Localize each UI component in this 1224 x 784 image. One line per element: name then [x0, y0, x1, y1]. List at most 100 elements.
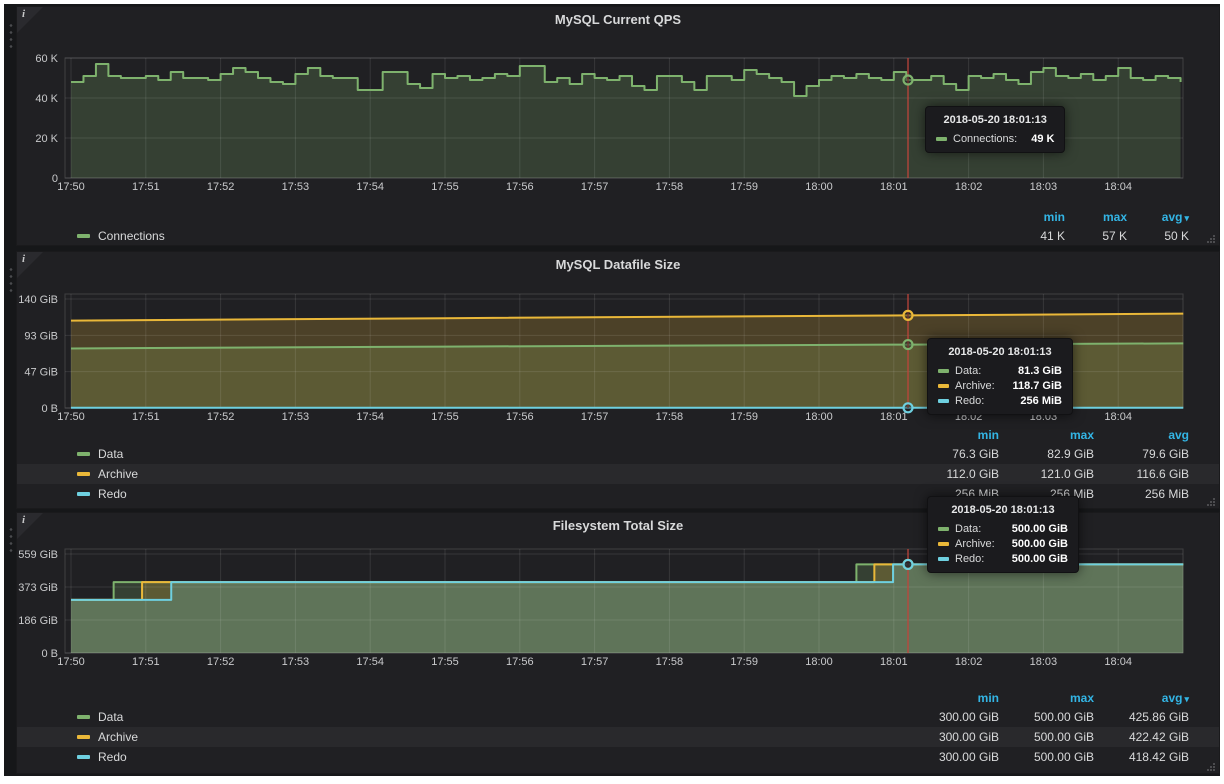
svg-text:20 K: 20 K	[35, 133, 58, 145]
stat-header-avg[interactable]: avg ▾	[1161, 210, 1189, 224]
svg-text:17:57: 17:57	[581, 181, 609, 193]
chart-area[interactable]: 0 20 K 40 K 60 K 17:50 17:51 17:52 17:53 17:54 17…	[17, 7, 1219, 198]
legend-series-toggle[interactable]: Connections	[77, 229, 165, 243]
svg-text:17:51: 17:51	[132, 181, 160, 193]
svg-text:47 GiB: 47 GiB	[24, 367, 58, 379]
legend-series-toggle[interactable]: Redo	[77, 487, 127, 501]
svg-text:17:54: 17:54	[356, 411, 384, 423]
panel-info-corner[interactable]: i	[17, 513, 43, 539]
legend-stats-header: min max avg ▾	[17, 689, 1219, 707]
stat-header-avg[interactable]: avg ▾	[1161, 691, 1189, 705]
series-color-dash	[938, 399, 949, 403]
stat-min: 41 K	[1040, 229, 1065, 243]
svg-text:17:50: 17:50	[57, 181, 85, 193]
stat-min: 300.00 GiB	[938, 710, 999, 724]
stat-max: 500.00 GiB	[1033, 710, 1094, 724]
svg-text:140 GiB: 140 GiB	[18, 294, 58, 306]
svg-text:17:59: 17:59	[730, 411, 758, 423]
svg-text:17:54: 17:54	[356, 181, 384, 193]
sort-caret-icon: ▾	[1184, 213, 1189, 223]
stat-min: 112.0 GiB	[946, 467, 999, 481]
panel-resize-handle[interactable]	[1204, 231, 1216, 243]
legend-series-toggle[interactable]: Redo	[77, 750, 127, 764]
stat-max: 121.0 GiB	[1040, 467, 1094, 481]
svg-text:18:01: 18:01	[880, 656, 908, 668]
panel-resize-handle[interactable]	[1204, 759, 1216, 771]
legend-series-toggle[interactable]: Archive	[77, 730, 138, 744]
svg-text:17:56: 17:56	[506, 181, 534, 193]
svg-text:18:00: 18:00	[805, 411, 833, 423]
svg-text:17:52: 17:52	[207, 411, 235, 423]
stat-header-avg[interactable]: avg	[1168, 428, 1189, 442]
panel-drag-handle[interactable]	[9, 266, 13, 292]
series-color-dash	[77, 492, 90, 496]
stat-avg: 116.6 GiB	[1136, 467, 1189, 481]
panel-drag-handle[interactable]	[9, 22, 13, 48]
panel-title-text[interactable]: Filesystem Total Size	[552, 518, 684, 533]
svg-text:17:50: 17:50	[57, 411, 85, 423]
legend-series-toggle[interactable]: Data	[77, 447, 123, 461]
stat-min: 76.3 GiB	[952, 447, 999, 461]
panel-mysql-datafile-size: i MySQL Datafile Size 0 B 47 GiB 93 GiB 140…	[16, 251, 1220, 509]
series-color-dash	[938, 542, 949, 546]
stat-header-max[interactable]: max	[1102, 210, 1127, 224]
stat-avg: 425.86 GiB	[1128, 710, 1189, 724]
svg-text:17:51: 17:51	[132, 411, 160, 423]
svg-text:17:59: 17:59	[730, 656, 758, 668]
legend: min max avg Data 76.3 GiB 82.9 GiB 79.6 …	[17, 426, 1219, 504]
series-color-dash	[938, 369, 949, 373]
svg-text:17:55: 17:55	[431, 411, 459, 423]
panel-drag-handle[interactable]	[9, 526, 13, 552]
stat-avg: 422.42 GiB	[1128, 730, 1189, 744]
tooltip-row: Connections: 49 K	[936, 133, 1054, 145]
legend-row-archive: Archive 300.00 GiB 500.00 GiB 422.42 GiB	[17, 727, 1219, 747]
panel-mysql-current-qps: i MySQL Current QPS 0 20 K 40 K 60 K 17:50 17…	[16, 6, 1220, 246]
svg-text:17:54: 17:54	[356, 656, 384, 668]
graph-tooltip: 2018-05-20 18:01:13 Connections: 49 K	[925, 106, 1066, 153]
legend-series-toggle[interactable]: Data	[77, 710, 123, 724]
chart-area[interactable]: 0 B 186 GiB 373 GiB 559 GiB 17:50 17:51 17:52 1…	[17, 513, 1219, 673]
series-color-dash	[77, 715, 90, 719]
stat-min: 300.00 GiB	[938, 750, 999, 764]
stat-min: 300.00 GiB	[938, 730, 999, 744]
series-color-dash	[77, 755, 90, 759]
tooltip-timestamp: 2018-05-20 18:01:13	[951, 504, 1055, 516]
stat-header-min[interactable]: min	[977, 691, 999, 705]
panel-title: MySQL Current QPS	[17, 12, 1219, 27]
info-icon: i	[22, 514, 26, 526]
stat-header-max[interactable]: max	[1069, 428, 1094, 442]
svg-text:18:04: 18:04	[1104, 181, 1132, 193]
stat-header-max[interactable]: max	[1069, 691, 1094, 705]
tooltip-row: Redo: 500.00 GiB	[938, 553, 1068, 565]
graph-tooltip: 2018-05-20 18:01:13 Data: 500.00 GiB Arc…	[927, 496, 1079, 573]
stat-header-min[interactable]: min	[1043, 210, 1065, 224]
svg-text:0 B: 0 B	[41, 648, 58, 660]
svg-text:18:04: 18:04	[1104, 411, 1132, 423]
svg-text:17:53: 17:53	[282, 411, 310, 423]
panel-title-text[interactable]: MySQL Current QPS	[554, 12, 682, 27]
stat-max: 500.00 GiB	[1033, 750, 1094, 764]
tooltip-row: Archive: 118.7 GiB	[938, 380, 1062, 392]
svg-text:17:56: 17:56	[506, 656, 534, 668]
series-color-dash	[77, 234, 90, 238]
svg-text:373 GiB: 373 GiB	[18, 582, 58, 594]
series-color-dash	[77, 472, 90, 476]
svg-text:0: 0	[52, 173, 58, 185]
svg-text:18:03: 18:03	[1030, 656, 1058, 668]
svg-text:18:00: 18:00	[805, 181, 833, 193]
panel-title-text[interactable]: MySQL Datafile Size	[555, 257, 681, 272]
panel-info-corner[interactable]: i	[17, 7, 43, 33]
legend-series-toggle[interactable]: Archive	[77, 467, 138, 481]
stat-avg: 256 MiB	[1144, 487, 1189, 501]
svg-text:18:02: 18:02	[955, 181, 983, 193]
panel-title: MySQL Datafile Size	[17, 257, 1219, 272]
svg-text:17:59: 17:59	[730, 181, 758, 193]
panel-info-corner[interactable]: i	[17, 252, 43, 278]
graph-tooltip: 2018-05-20 18:01:13 Data: 81.3 GiB Archi…	[927, 338, 1073, 415]
svg-text:18:04: 18:04	[1104, 656, 1132, 668]
svg-text:17:51: 17:51	[132, 656, 160, 668]
stat-header-min[interactable]: min	[977, 428, 999, 442]
tooltip-row: Redo: 256 MiB	[938, 395, 1062, 407]
panel-resize-handle[interactable]	[1204, 494, 1216, 506]
chart-area[interactable]: 0 B 47 GiB 93 GiB 140 GiB 17:50 17:51 17:52 17:…	[17, 252, 1219, 428]
